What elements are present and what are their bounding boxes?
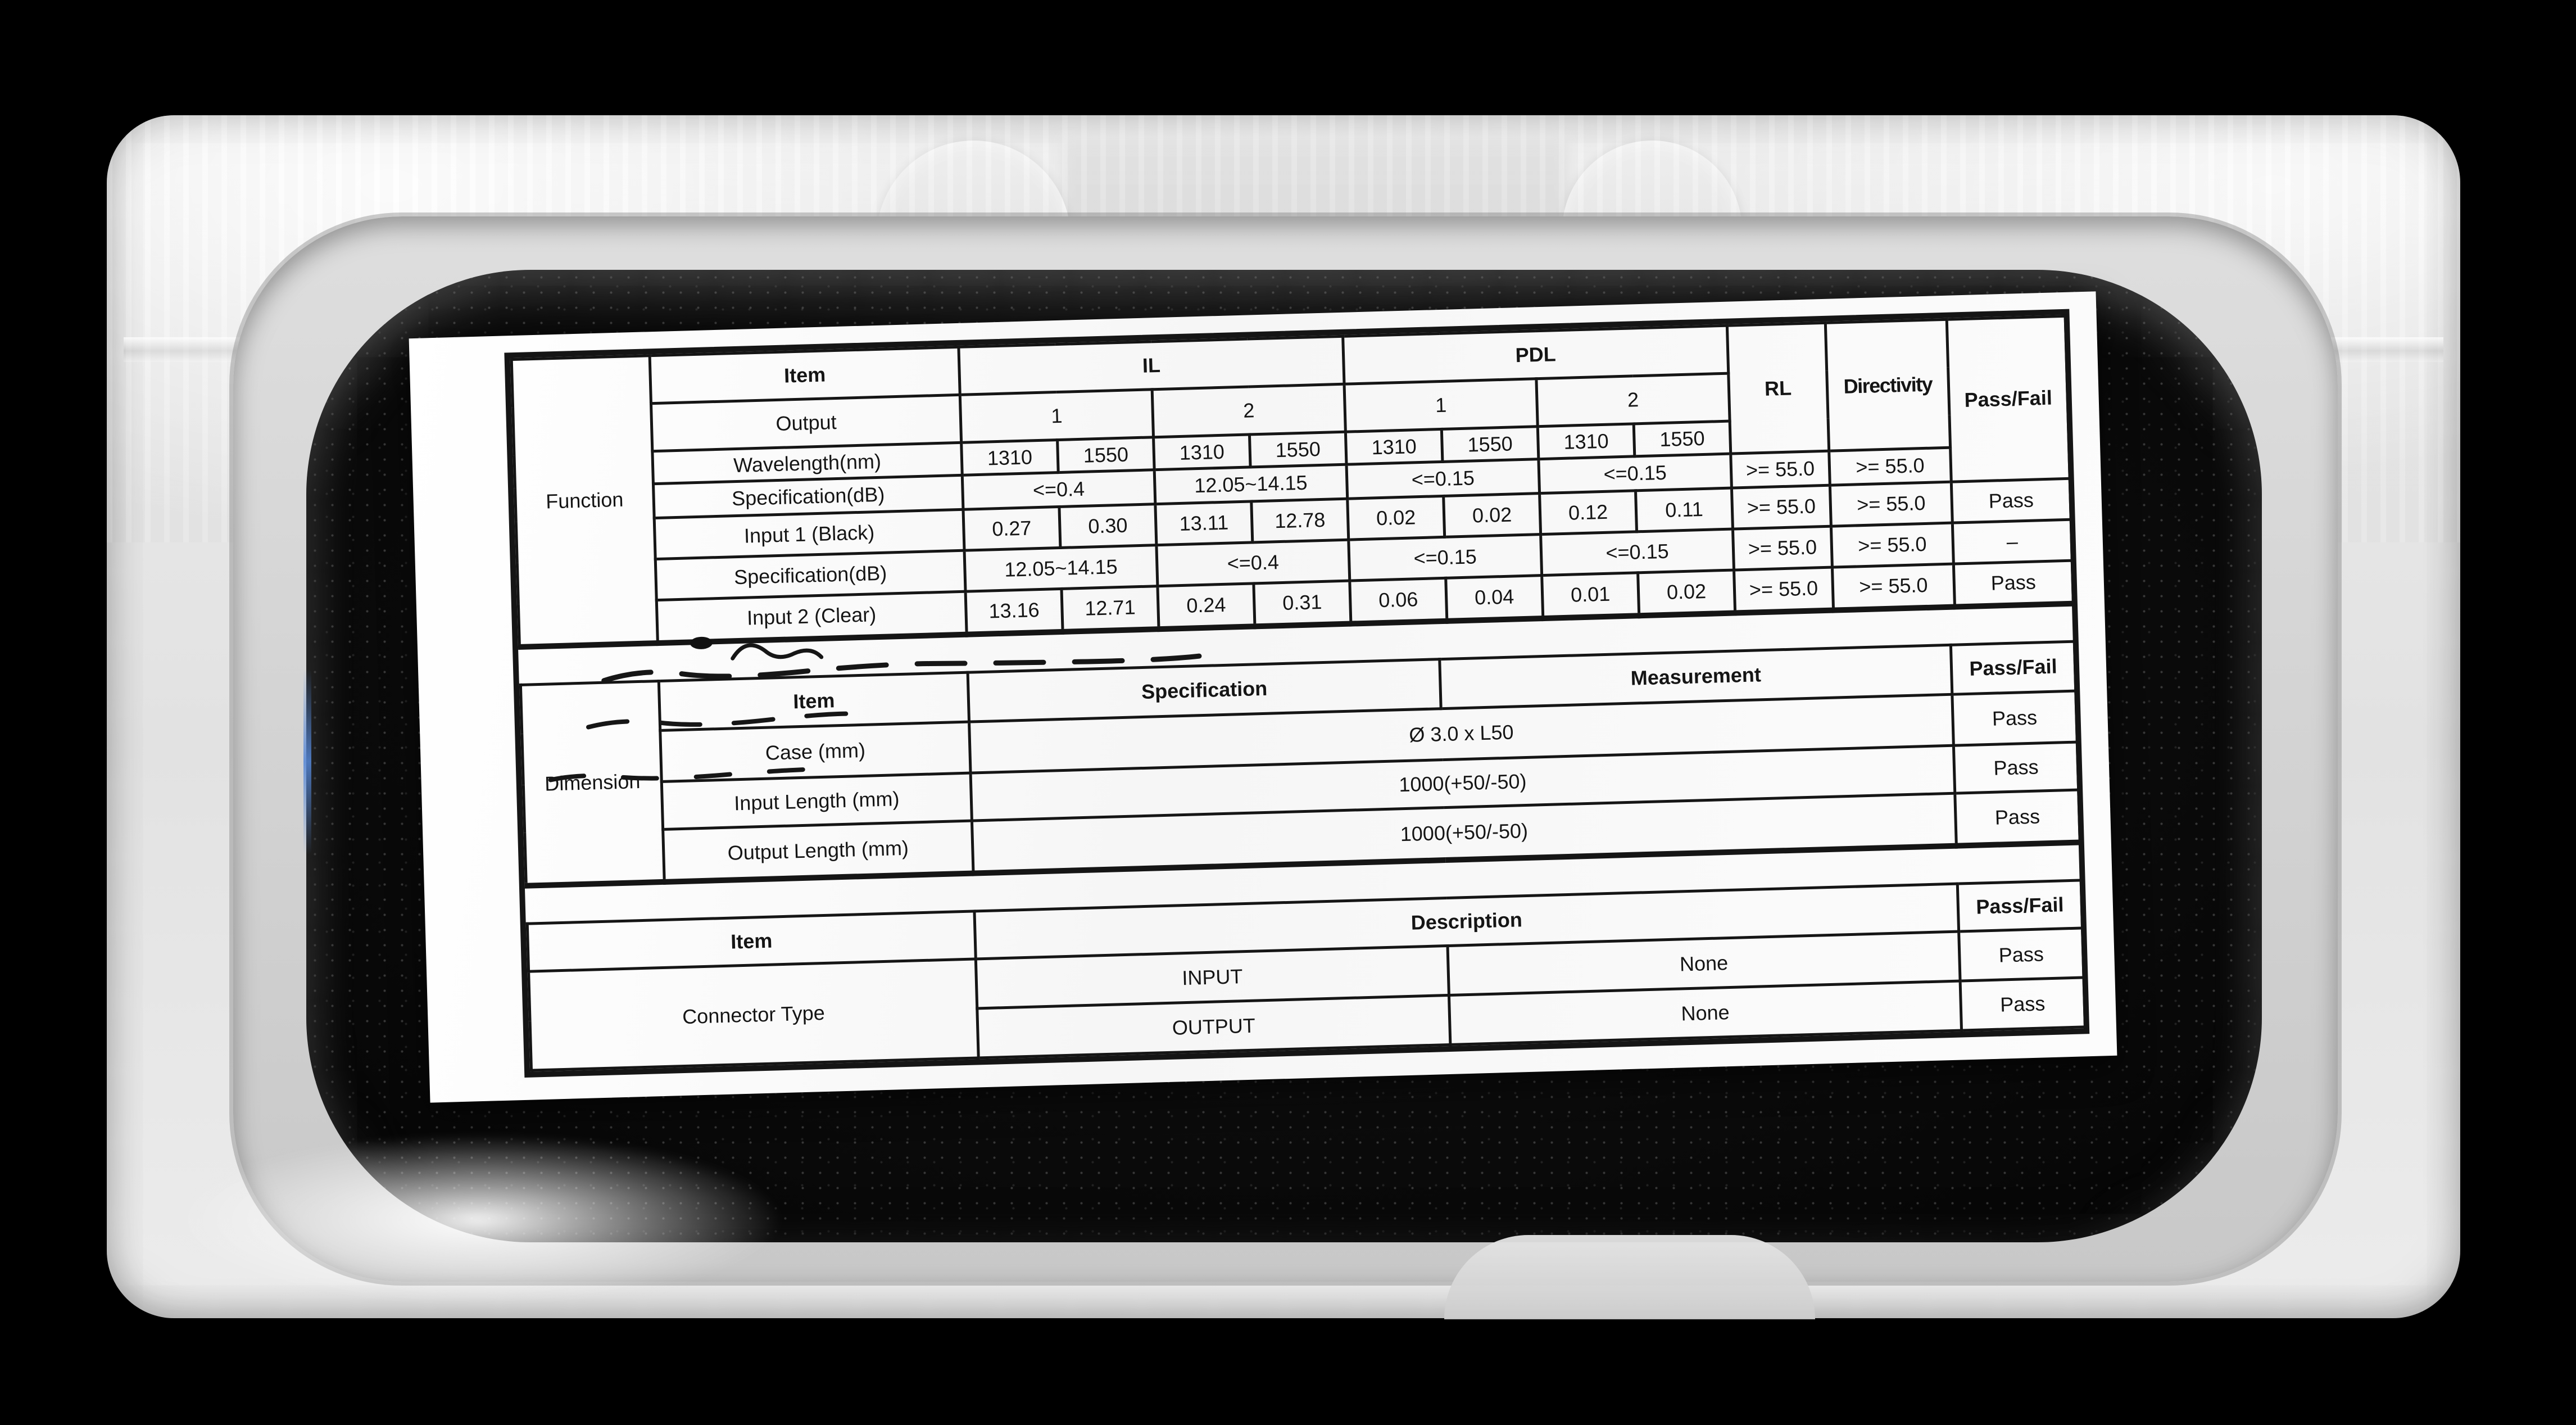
connector-type-label: Connector Type xyxy=(528,958,979,1071)
rl-header: RL xyxy=(1727,323,1829,454)
measured-value: 0.31 xyxy=(1253,581,1351,626)
directivity-spec: >= 55.0 xyxy=(1829,447,1952,486)
passfail-header: Pass/Fail xyxy=(1957,880,2083,932)
pdl-output-1: 1 xyxy=(1344,378,1538,432)
passfail-value: Pass xyxy=(1952,690,2078,745)
measured-value: 0.02 xyxy=(1347,496,1445,540)
measured-value: 0.02 xyxy=(1638,570,1735,616)
measured-value: 0.02 xyxy=(1443,493,1541,537)
passfail-value: – xyxy=(1952,519,2072,564)
measured-value: 0.30 xyxy=(1059,504,1157,548)
item-header: Item xyxy=(650,347,960,404)
spec-value: 12.05~14.15 xyxy=(964,545,1158,592)
spec-value: <=0.15 xyxy=(1348,534,1542,581)
measured-value: 12.71 xyxy=(1061,586,1159,632)
wavelength-value: 1310 xyxy=(1153,434,1251,470)
fiber-glint xyxy=(303,669,311,854)
measured-value: 0.12 xyxy=(1539,490,1637,535)
measured-value: 0.04 xyxy=(1445,575,1543,621)
measured-value: 12.78 xyxy=(1251,499,1349,542)
measured-value: 13.16 xyxy=(965,589,1063,635)
rl-spec: >= 55.0 xyxy=(1733,526,1833,571)
spec-value: <=0.4 xyxy=(962,469,1155,510)
dimension-item: Case (mm) xyxy=(660,721,971,781)
measured-value: 0.11 xyxy=(1635,488,1733,532)
wavelength-value: 1310 xyxy=(961,440,1059,476)
passfail-value: Pass xyxy=(1953,560,2074,607)
spec-value: 12.05~14.15 xyxy=(1154,464,1348,504)
passfail-value: Pass xyxy=(1960,977,2085,1031)
il-output-2: 2 xyxy=(1152,384,1346,437)
measured-value: 0.01 xyxy=(1541,572,1639,618)
glare-highlight xyxy=(146,1127,809,1313)
pdl-output-2: 2 xyxy=(1536,373,1730,427)
passfail-header: Pass/Fail xyxy=(1951,641,2076,694)
wavelength-value: 1550 xyxy=(1634,421,1731,456)
function-table: Function Item IL PDL RL Directivity Pass… xyxy=(510,314,2075,650)
function-section-label: Function xyxy=(511,355,658,647)
input2-row-label: Input 2 (Clear) xyxy=(656,591,967,643)
output-header: Output xyxy=(651,395,962,451)
passfail-value: Pass xyxy=(1951,478,2071,523)
dimension-section-label: Dimension xyxy=(520,681,665,886)
directivity-value: >= 55.0 xyxy=(1830,482,1953,527)
item-header: Item xyxy=(659,672,969,730)
measured-value: 0.06 xyxy=(1349,578,1447,624)
measured-value: 13.11 xyxy=(1155,501,1253,545)
directivity-spec: >= 55.0 xyxy=(1831,523,1954,568)
measured-value: 0.27 xyxy=(963,506,1060,551)
wavelength-value: 1310 xyxy=(1345,429,1443,465)
directivity-header: Directivity xyxy=(1825,319,1951,451)
dimension-item: Input Length (mm) xyxy=(661,772,972,829)
report-grid: Function Item IL PDL RL Directivity Pass… xyxy=(504,309,2090,1078)
rl-value: >= 55.0 xyxy=(1731,485,1831,530)
passfail-header: Pass/Fail xyxy=(1947,316,2070,482)
wavelength-value: 1550 xyxy=(1249,432,1347,467)
wavelength-value: 1550 xyxy=(1057,437,1155,473)
blister-dome-bottom xyxy=(1444,1235,1815,1319)
passfail-value: Pass xyxy=(1953,741,2079,793)
spec-value: <=0.15 xyxy=(1540,529,1734,576)
rl-spec: >= 55.0 xyxy=(1730,451,1830,488)
spec-label: Function Item IL PDL RL Directivity Pass… xyxy=(409,291,2117,1103)
spec-value: <=0.4 xyxy=(1156,540,1350,586)
wavelength-value: 1550 xyxy=(1441,426,1539,462)
measured-value: 0.24 xyxy=(1157,583,1255,629)
spec-value: <=0.15 xyxy=(1346,459,1540,499)
passfail-value: Pass xyxy=(1958,928,2084,981)
rl-value: >= 55.0 xyxy=(1734,567,1834,613)
spec-value: <=0.15 xyxy=(1538,454,1732,494)
il-output-1: 1 xyxy=(960,389,1154,443)
wavelength-value: 1310 xyxy=(1538,423,1635,459)
dimension-item: Output Length (mm) xyxy=(663,820,974,882)
passfail-value: Pass xyxy=(1954,789,2080,846)
directivity-value: >= 55.0 xyxy=(1832,564,1955,610)
